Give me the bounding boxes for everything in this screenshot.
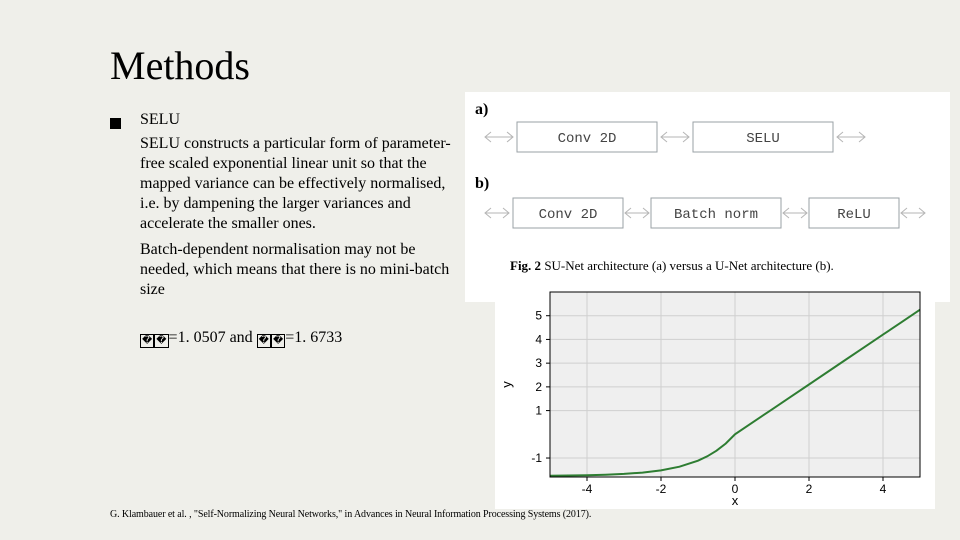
svg-text:x: x — [732, 493, 739, 508]
selu-chart-svg: -4-2024-112345xy — [495, 284, 935, 509]
svg-text:5: 5 — [535, 309, 542, 323]
svg-text:Batch norm: Batch norm — [674, 207, 758, 223]
param-mid: 1. 0507 and — [178, 329, 257, 346]
svg-text:4: 4 — [535, 332, 542, 346]
figure-caption-label: Fig. 2 — [510, 258, 541, 273]
svg-text:4: 4 — [880, 482, 887, 496]
bullet-para-2: Batch-dependent normalisation may not be… — [140, 240, 460, 300]
bullet-heading: SELU — [140, 110, 460, 130]
figure-caption-text: SU-Net architecture (a) versus a U-Net a… — [541, 258, 834, 273]
svg-text:1: 1 — [535, 404, 542, 418]
citation: G. Klambauer et al. , "Self-Normalizing … — [110, 509, 591, 520]
placeholder-glyph-icon: � — [257, 334, 271, 348]
svg-text:2: 2 — [535, 380, 542, 394]
parameters-line: ��=1. 0507 and ��=1. 6733 — [140, 328, 460, 348]
svg-text:2: 2 — [806, 482, 813, 496]
placeholder-glyph-icon: � — [140, 334, 154, 348]
svg-text:-2: -2 — [656, 482, 667, 496]
param-end: 1. 6733 — [294, 329, 342, 346]
svg-text:-1: -1 — [531, 451, 542, 465]
svg-text:-4: -4 — [582, 482, 593, 496]
bullet-para-1: SELU constructs a particular form of par… — [140, 134, 460, 234]
text-column: SELU SELU constructs a particular form o… — [140, 110, 460, 348]
svg-text:ReLU: ReLU — [837, 207, 871, 223]
selu-chart: -4-2024-112345xy — [495, 284, 935, 509]
placeholder-glyph-icon: � — [271, 334, 285, 348]
bullet-square-icon — [110, 118, 121, 129]
architecture-svg: a) Conv 2D SELU b) Conv 2D Batch norm ReLU — [465, 92, 950, 262]
svg-text:Conv 2D: Conv 2D — [558, 131, 617, 147]
svg-text:a): a) — [475, 101, 488, 118]
figure-caption: Fig. 2 SU-Net architecture (a) versus a … — [510, 258, 834, 274]
svg-text:Conv 2D: Conv 2D — [539, 207, 598, 223]
svg-text:b): b) — [475, 175, 489, 192]
svg-text:SELU: SELU — [746, 131, 780, 147]
page-title: Methods — [110, 42, 250, 89]
slide: Methods SELU SELU constructs a particula… — [0, 0, 960, 540]
svg-text:3: 3 — [535, 356, 542, 370]
svg-text:y: y — [499, 381, 514, 388]
placeholder-glyph-icon: � — [154, 334, 168, 348]
